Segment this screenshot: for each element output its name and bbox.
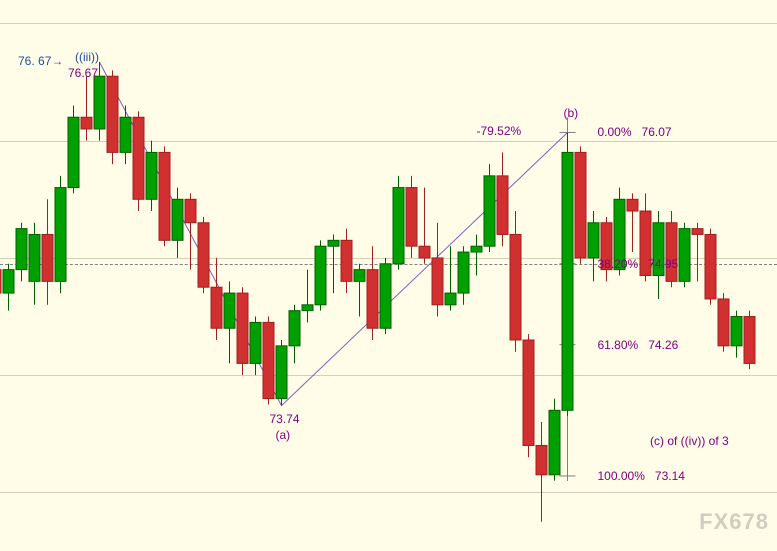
high-price-arrow: 76. 67→: [18, 54, 63, 68]
candle-body: [120, 117, 131, 152]
candle-body: [718, 299, 729, 346]
candle-body: [588, 223, 599, 258]
wave-a-price: 73.74: [270, 412, 300, 426]
candle-body: [354, 270, 365, 282]
candle-body: [94, 76, 105, 129]
candle-body: [16, 229, 27, 270]
candle-body: [263, 322, 274, 398]
fib-pct: 38.20%: [598, 257, 639, 271]
fib-extension-label: -79.52%: [477, 124, 522, 138]
candle-body: [315, 246, 326, 305]
candle-body: [731, 317, 742, 346]
candle-body: [744, 317, 755, 364]
candle-body: [406, 188, 417, 247]
fib-label: 0.00% 76.07: [598, 125, 672, 139]
candle-body: [276, 346, 287, 399]
candle-body: [250, 322, 261, 363]
candle-body: [159, 152, 170, 240]
candle-body: [510, 234, 521, 340]
candle-body: [81, 117, 92, 129]
high-price-value: 76.67: [68, 66, 98, 80]
wave-iii-label: ((iii)): [75, 50, 99, 64]
candle-body: [42, 234, 53, 281]
candle-body: [0, 270, 1, 293]
candle-body: [211, 287, 222, 328]
candle-body: [432, 258, 443, 305]
candle-body: [536, 445, 547, 474]
candle-body: [289, 311, 300, 346]
candle-body: [523, 340, 534, 446]
candle-body: [237, 293, 248, 363]
candle-body: [185, 199, 196, 222]
candle-body: [497, 176, 508, 235]
candle-body: [367, 270, 378, 329]
candle-body: [562, 152, 573, 410]
candle-body: [393, 188, 404, 264]
candle-body: [133, 117, 144, 199]
fib-price: 73.14: [655, 469, 685, 483]
candle-body: [328, 240, 339, 246]
candle-body: [55, 188, 66, 282]
candle-body: [380, 264, 391, 328]
wave-c-label: (c) of ((iv)) of 3: [650, 434, 729, 448]
candle-body: [705, 234, 716, 298]
candle-body: [575, 152, 586, 258]
fib-price: 74.26: [648, 338, 678, 352]
fib-price: 74.95: [648, 257, 678, 271]
candle-body: [3, 270, 14, 293]
candle-body: [458, 252, 469, 293]
candle-body: [172, 199, 183, 240]
fib-pct: 100.00%: [598, 469, 645, 483]
fib-price: 76.07: [642, 125, 672, 139]
watermark: FX678: [699, 509, 769, 535]
candle-body: [302, 305, 313, 311]
candle-body: [549, 410, 560, 474]
candle-body: [107, 76, 118, 152]
candle-body: [471, 246, 482, 252]
candle-body: [484, 176, 495, 246]
candle-body: [198, 223, 209, 287]
fib-pct: 61.80%: [598, 338, 639, 352]
candle-body: [146, 152, 157, 199]
candle-body: [224, 293, 235, 328]
fib-pct: 0.00%: [598, 125, 632, 139]
candle-body: [692, 229, 703, 235]
wave-b-label: (b): [564, 106, 579, 120]
candle-body: [341, 240, 352, 281]
candle-body: [679, 229, 690, 282]
fib-label: 38.20% 74.95: [598, 257, 679, 271]
candle-body: [666, 223, 677, 282]
wave-a-label: (a): [276, 428, 291, 442]
candle-body: [627, 199, 638, 211]
candle-body: [445, 293, 456, 305]
candle-body: [68, 117, 79, 187]
candle-body: [29, 234, 40, 281]
candle-body: [419, 246, 430, 258]
fib-label: 100.00% 73.14: [598, 469, 685, 483]
fib-label: 61.80% 74.26: [598, 338, 679, 352]
